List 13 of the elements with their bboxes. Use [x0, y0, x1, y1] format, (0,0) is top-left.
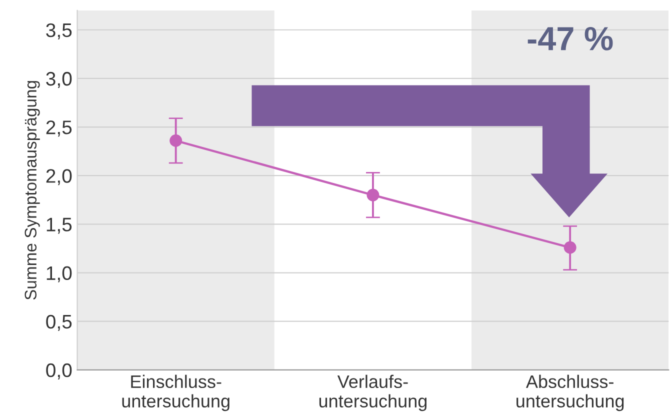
y-tick-label: 2,5 — [46, 120, 72, 137]
y-tick-label: 1,0 — [46, 266, 72, 282]
x-tick-label: Abschluss- untersuchung — [516, 374, 624, 412]
y-axis-title: Summe Symptomausprägung — [24, 81, 40, 300]
x-tick-label: Verlaufs- untersuchung — [319, 374, 427, 412]
x-tick-label: Einschluss- untersuchung — [122, 374, 230, 412]
y-tick-label: 0,5 — [46, 314, 72, 331]
y-tick-label: 1,5 — [46, 218, 72, 234]
y-tick-label: 3,0 — [46, 72, 72, 88]
annotation: -47 % — [528, 26, 613, 50]
y-tick-label: 2,0 — [46, 169, 72, 186]
y-tick-label: 3,5 — [46, 23, 72, 40]
y-tick-label: 0,0 — [46, 363, 72, 380]
